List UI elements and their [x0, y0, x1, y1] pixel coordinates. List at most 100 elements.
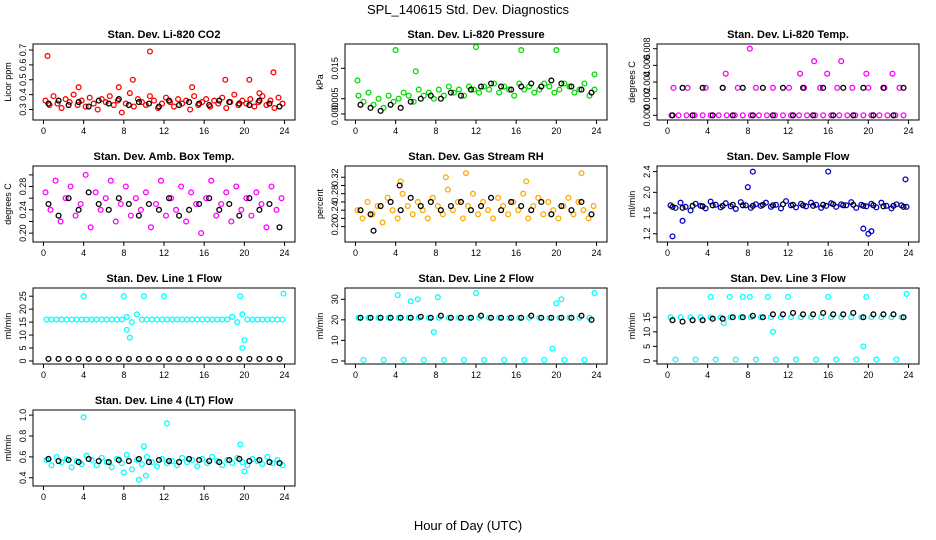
- data-point: [898, 314, 905, 321]
- data-point: [475, 89, 483, 96]
- data-point: [863, 203, 870, 210]
- data-point: [108, 316, 115, 323]
- y-tick-label: 0.6: [18, 59, 28, 72]
- data-point: [226, 99, 233, 106]
- data-point: [472, 290, 480, 297]
- data-point: [900, 203, 907, 210]
- y-tick-label: 0.004: [642, 71, 652, 94]
- data-point: [279, 316, 286, 323]
- data-point: [183, 218, 190, 225]
- data-point: [450, 89, 457, 96]
- data-point: [196, 456, 203, 464]
- data-point: [45, 100, 52, 107]
- panel-title: Stan. Dev. Line 4 (LT) Flow: [95, 395, 234, 407]
- data-point: [263, 102, 270, 109]
- data-point: [784, 293, 792, 300]
- data-point: [719, 84, 726, 91]
- data-point: [354, 77, 361, 84]
- data-point: [434, 203, 441, 210]
- data-point: [377, 314, 384, 321]
- panel-3: Stan. Dev. Li-820 Temp.0 4 8 12 16 20 240.0000…: [627, 29, 920, 136]
- data-point: [588, 89, 595, 96]
- data-point: [844, 112, 851, 119]
- data-point: [566, 83, 573, 90]
- data-point: [176, 102, 183, 109]
- data-point: [541, 80, 548, 87]
- data-point: [405, 314, 412, 321]
- data-point: [112, 218, 119, 225]
- data-point: [364, 198, 371, 205]
- data-point: [206, 195, 213, 202]
- data-point: [95, 200, 102, 208]
- data-point: [85, 355, 92, 362]
- data-point: [553, 300, 560, 307]
- data-point: [817, 84, 824, 91]
- data-point: [53, 316, 60, 323]
- data-point: [70, 91, 77, 98]
- x-tick-label: 8: [745, 126, 750, 136]
- data-point: [148, 316, 155, 323]
- data-point: [380, 356, 387, 363]
- data-point: [193, 200, 200, 208]
- data-point: [55, 355, 62, 362]
- data-point: [163, 316, 171, 323]
- series-2: [45, 355, 283, 362]
- data-point: [498, 314, 505, 321]
- data-point: [118, 460, 125, 467]
- data-point: [226, 200, 233, 208]
- data-point: [803, 203, 810, 210]
- x-tick-label: 8: [121, 370, 126, 380]
- data-point: [902, 176, 909, 183]
- plot-frame: [344, 165, 608, 243]
- data-point: [95, 97, 102, 104]
- series-1: [354, 43, 598, 111]
- data-point: [455, 86, 462, 93]
- data-point: [849, 84, 856, 91]
- data-point: [370, 101, 377, 108]
- data-point: [415, 86, 422, 93]
- y-tick-label: 1.2: [642, 228, 652, 241]
- data-point: [420, 92, 427, 99]
- plot-frame: [344, 43, 608, 121]
- data-point: [375, 95, 382, 102]
- data-point: [459, 215, 466, 222]
- y-tick-label: 1.6: [642, 207, 652, 220]
- data-point: [558, 80, 565, 87]
- data-point: [525, 215, 532, 222]
- data-point: [749, 312, 756, 319]
- data-point: [414, 296, 421, 303]
- y-axis-label: degrees C: [627, 61, 637, 103]
- data-point: [219, 462, 226, 469]
- data-point: [115, 195, 122, 202]
- data-point: [379, 219, 386, 226]
- data-point: [387, 198, 394, 205]
- data-point: [734, 84, 741, 91]
- data-point: [555, 215, 562, 222]
- data-point: [67, 183, 74, 190]
- data-point: [787, 112, 795, 119]
- data-point: [135, 212, 142, 219]
- panel-title: Stan. Dev. Li-820 Pressure: [407, 29, 544, 41]
- y-tick-label: 20: [330, 315, 340, 325]
- data-point: [506, 86, 513, 93]
- y-tick-label: 0.24: [18, 201, 28, 219]
- data-point: [105, 206, 112, 213]
- data-point: [233, 183, 240, 190]
- data-point: [280, 290, 287, 297]
- data-point: [58, 459, 65, 466]
- data-point: [454, 198, 461, 205]
- x-tick-label: 20: [239, 492, 249, 502]
- data-point: [249, 316, 256, 323]
- data-point: [153, 463, 161, 470]
- data-point: [125, 102, 132, 109]
- data-point: [357, 207, 364, 214]
- data-point: [566, 314, 573, 321]
- x-tick-label: 4: [705, 370, 710, 380]
- data-point: [390, 98, 397, 105]
- x-tick-label: 24: [592, 126, 602, 136]
- data-point: [157, 177, 165, 184]
- data-point: [248, 212, 255, 219]
- data-point: [506, 314, 513, 321]
- data-point: [565, 194, 572, 201]
- data-point: [800, 84, 807, 91]
